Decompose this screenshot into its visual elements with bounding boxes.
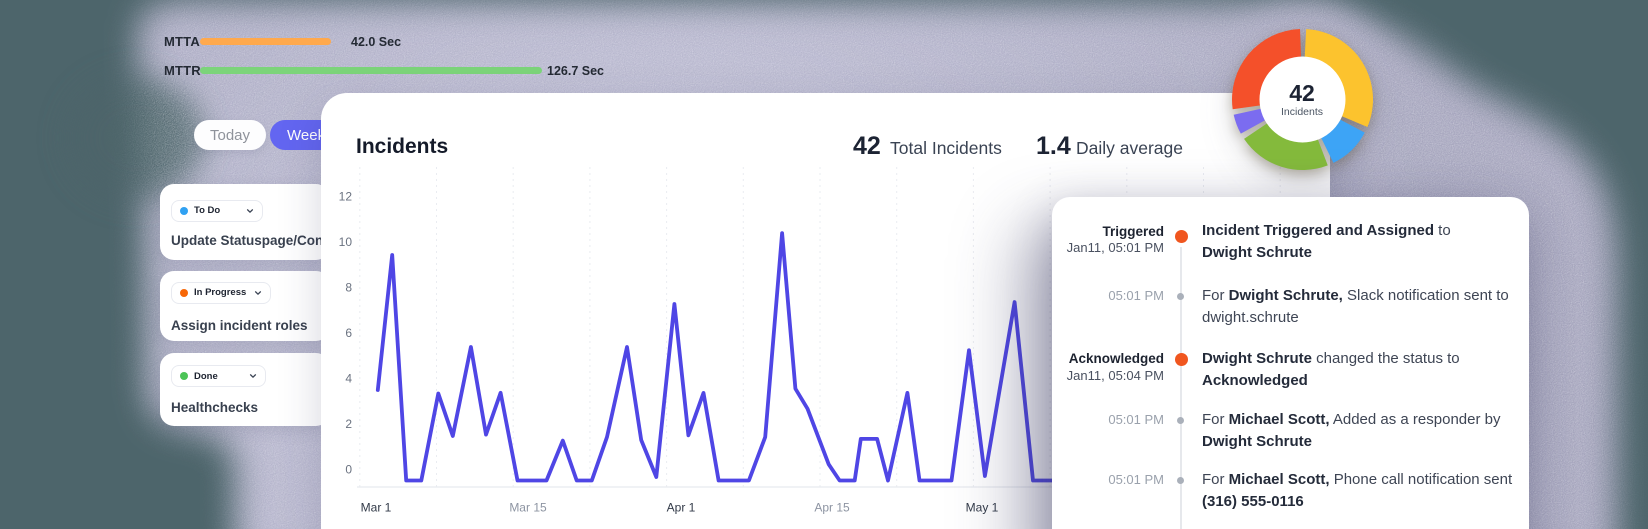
svg-text:May 1: May 1 — [966, 501, 999, 515]
svg-text:6: 6 — [345, 326, 352, 340]
svg-text:Mar 15: Mar 15 — [509, 501, 547, 515]
svg-text:Apr 1: Apr 1 — [667, 501, 696, 515]
svg-text:Mar 1: Mar 1 — [361, 501, 392, 515]
svg-text:0: 0 — [345, 463, 352, 477]
svg-text:12: 12 — [339, 190, 353, 204]
svg-text:Apr 15: Apr 15 — [814, 501, 850, 515]
svg-text:8: 8 — [345, 281, 352, 295]
svg-text:4: 4 — [345, 372, 352, 386]
svg-text:10: 10 — [339, 235, 353, 249]
svg-text:2: 2 — [345, 417, 352, 431]
